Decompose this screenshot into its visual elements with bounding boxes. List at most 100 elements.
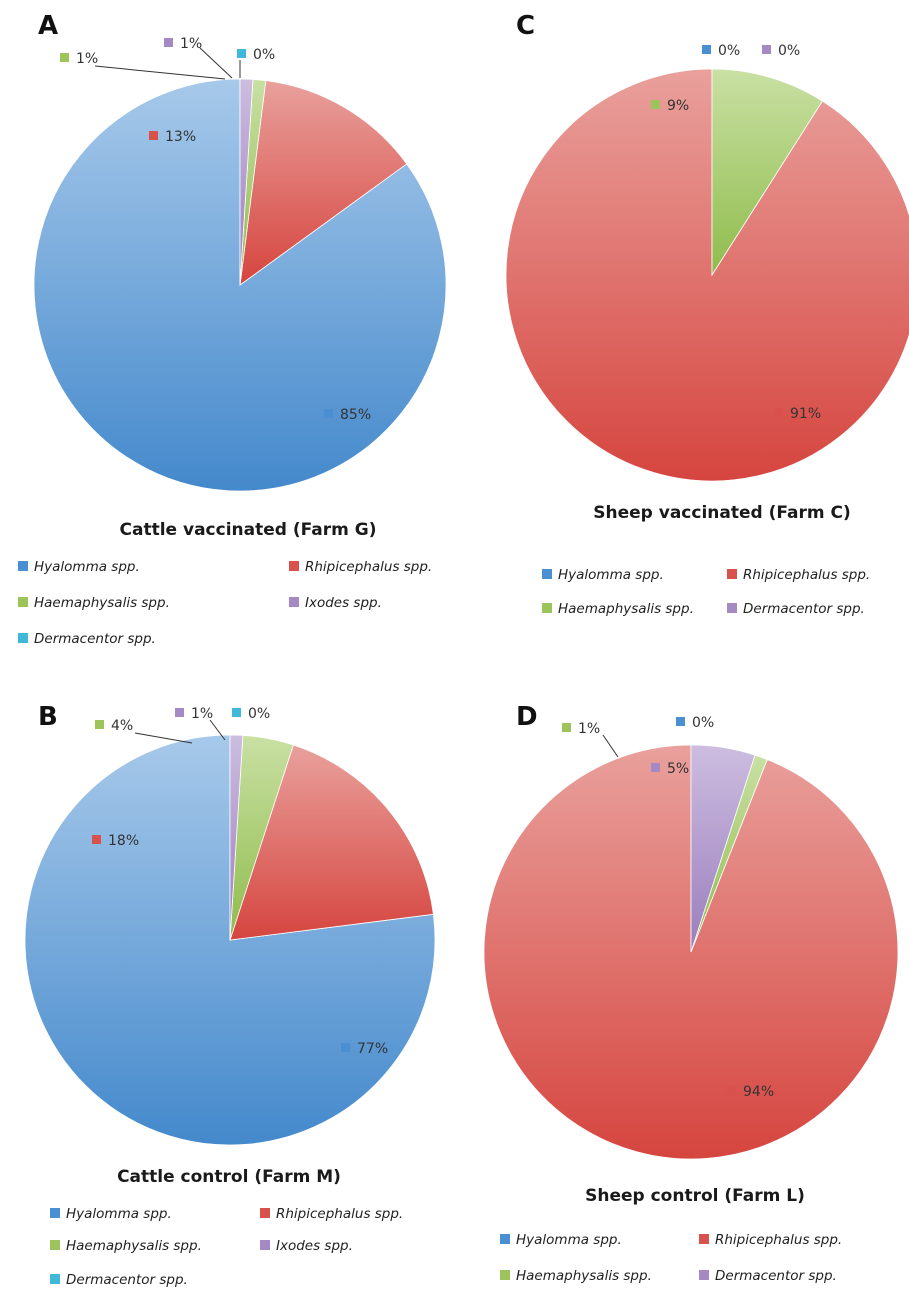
legend-swatch-haemaphysalis-spp xyxy=(500,1270,510,1280)
data-label-dermacentor-spp: 0% xyxy=(248,706,270,722)
data-label-haemaphysalis-spp: 9% xyxy=(667,98,689,114)
chart-title-c: Sheep vaccinated (Farm C) xyxy=(593,503,850,523)
legend-item-rhipicephalus-spp: Rhipicephalus spp. xyxy=(276,1206,403,1222)
legend-a: Hyalomma spp. Rhipicephalus spp. Haemaphys… xyxy=(18,559,432,647)
legend-swatch-rhipicephalus-spp xyxy=(699,1234,709,1244)
leader-line-haemaphysalis-spp xyxy=(134,732,193,744)
panel-letter-c: C xyxy=(516,11,535,41)
data-label-rhipicephalus-spp: 91% xyxy=(790,406,821,422)
panel-b: B 77% 18% 4% 1% 0% Cattle control (Farm M) H… xyxy=(24,702,436,1288)
legend-swatch-hyalomma-spp xyxy=(50,1208,60,1218)
pie-slice-ixodes-spp xyxy=(229,734,244,941)
chart-title-b: Cattle control (Farm M) xyxy=(117,1167,341,1187)
panel-c: C 0% 91% 9% 0% Sheep vaccinated (Farm C) Hy… xyxy=(505,11,909,617)
legend-item-haemaphysalis-spp: Haemaphysalis spp. xyxy=(558,601,694,617)
legend-swatch-hyalomma-spp xyxy=(18,561,28,571)
data-label-hyalomma-spp: 77% xyxy=(357,1041,388,1057)
legend-item-dermacentor-spp: Dermacentor spp. xyxy=(66,1272,188,1288)
data-label-rhipicephalus-spp: 13% xyxy=(165,129,196,145)
label-swatch-haemaphysalis-spp xyxy=(651,100,660,109)
data-label-haemaphysalis-spp: 4% xyxy=(111,718,133,734)
panel-a: A 85% 13% 1% 1% 0% Cattle vaccinated (Farm G… xyxy=(18,11,447,647)
data-labels-a: 85% 13% 1% 1% 0% xyxy=(60,36,371,423)
label-swatch-rhipicephalus-spp xyxy=(727,1086,736,1095)
label-swatch-hyalomma-spp xyxy=(341,1043,350,1052)
data-label-dermacentor-spp: 5% xyxy=(667,761,689,777)
legend-swatch-haemaphysalis-spp xyxy=(18,597,28,607)
pie-chart-c xyxy=(505,68,909,482)
data-label-haemaphysalis-spp: 1% xyxy=(76,51,98,67)
legend-swatch-haemaphysalis-spp xyxy=(542,603,552,613)
legend-b: Hyalomma spp. Rhipicephalus spp. Haemaphys… xyxy=(50,1206,403,1288)
pie-slice-hyalomma-spp xyxy=(24,734,436,1146)
chart-title-d: Sheep control (Farm L) xyxy=(585,1186,805,1206)
legend-item-hyalomma-spp: Hyalomma spp. xyxy=(34,559,140,575)
data-label-ixodes-spp: 1% xyxy=(191,706,213,722)
panel-letter-a: A xyxy=(38,11,58,41)
legend-item-ixodes-spp: Ixodes spp. xyxy=(305,595,382,611)
data-label-rhipicephalus-spp: 94% xyxy=(743,1084,774,1100)
legend-swatch-dermacentor-spp xyxy=(50,1274,60,1284)
label-swatch-haemaphysalis-spp xyxy=(562,723,571,732)
label-swatch-dermacentor-spp xyxy=(651,763,660,772)
data-labels-d: 0% 94% 1% 5% xyxy=(562,715,774,1100)
data-label-dermacentor-spp: 0% xyxy=(253,47,275,63)
data-label-dermacentor-spp: 0% xyxy=(778,43,800,59)
pie-chart-b xyxy=(24,734,436,1146)
legend-item-haemaphysalis-spp: Haemaphysalis spp. xyxy=(66,1238,202,1254)
legend-item-dermacentor-spp: Dermacentor spp. xyxy=(34,631,156,647)
label-swatch-ixodes-spp xyxy=(164,38,173,47)
chart-title-a: Cattle vaccinated (Farm G) xyxy=(120,520,377,540)
leader-line-ixodes-spp xyxy=(199,47,233,79)
data-labels-b: 77% 18% 4% 1% 0% xyxy=(92,706,388,1057)
leader-line-haemaphysalis-spp xyxy=(602,734,619,758)
label-swatch-hyalomma-spp xyxy=(702,45,711,54)
legend-item-dermacentor-spp: Dermacentor spp. xyxy=(715,1268,837,1284)
leader-line-ixodes-spp xyxy=(209,719,226,741)
legend-swatch-dermacentor-spp xyxy=(699,1270,709,1280)
legend-swatch-ixodes-spp xyxy=(260,1240,270,1250)
legend-swatch-rhipicephalus-spp xyxy=(727,569,737,579)
panel-letter-d: D xyxy=(516,702,538,732)
legend-swatch-haemaphysalis-spp xyxy=(50,1240,60,1250)
legend-item-hyalomma-spp: Hyalomma spp. xyxy=(66,1206,172,1222)
pie-slice-rhipicephalus-spp xyxy=(239,80,408,286)
label-swatch-hyalomma-spp xyxy=(676,717,685,726)
data-label-hyalomma-spp: 0% xyxy=(692,715,714,731)
legend-swatch-hyalomma-spp xyxy=(500,1234,510,1244)
data-labels-c: 0% 91% 9% 0% xyxy=(651,43,821,422)
legend-item-haemaphysalis-spp: Haemaphysalis spp. xyxy=(516,1268,652,1284)
panel-letter-b: B xyxy=(38,702,58,732)
pie-chart-d xyxy=(483,744,899,1160)
label-swatch-rhipicephalus-spp xyxy=(149,131,158,140)
legend-d: Hyalomma spp. Rhipicephalus spp. Haemaphys… xyxy=(500,1232,842,1284)
data-label-haemaphysalis-spp: 1% xyxy=(578,721,600,737)
legend-item-haemaphysalis-spp: Haemaphysalis spp. xyxy=(34,595,170,611)
legend-c: Hyalomma spp. Rhipicephalus spp. Haemaphys… xyxy=(542,567,870,617)
legend-swatch-ixodes-spp xyxy=(289,597,299,607)
leader-line-haemaphysalis-spp xyxy=(94,65,226,80)
label-swatch-dermacentor-spp xyxy=(237,49,246,58)
pie-slice-dermacentor-spp xyxy=(690,744,756,953)
legend-item-rhipicephalus-spp: Rhipicephalus spp. xyxy=(743,567,870,583)
label-swatch-rhipicephalus-spp xyxy=(92,835,101,844)
legend-swatch-hyalomma-spp xyxy=(542,569,552,579)
pie-slice-rhipicephalus-spp xyxy=(229,744,434,941)
legend-item-hyalomma-spp: Hyalomma spp. xyxy=(558,567,664,583)
label-swatch-dermacentor-spp xyxy=(232,708,241,717)
legend-item-dermacentor-spp: Dermacentor spp. xyxy=(743,601,865,617)
data-label-ixodes-spp: 1% xyxy=(180,36,202,52)
label-swatch-haemaphysalis-spp xyxy=(95,720,104,729)
pie-chart-a xyxy=(33,78,447,492)
legend-item-rhipicephalus-spp: Rhipicephalus spp. xyxy=(715,1232,842,1248)
label-swatch-ixodes-spp xyxy=(175,708,184,717)
label-swatch-rhipicephalus-spp xyxy=(774,408,783,417)
legend-item-rhipicephalus-spp: Rhipicephalus spp. xyxy=(305,559,432,575)
label-swatch-hyalomma-spp xyxy=(324,409,333,418)
legend-swatch-rhipicephalus-spp xyxy=(260,1208,270,1218)
label-swatch-dermacentor-spp xyxy=(762,45,771,54)
panel-d: D 0% 94% 1% 5% Sheep control (Farm L) Hyalo… xyxy=(483,702,899,1284)
label-swatch-haemaphysalis-spp xyxy=(60,53,69,62)
legend-item-ixodes-spp: Ixodes spp. xyxy=(276,1238,353,1254)
